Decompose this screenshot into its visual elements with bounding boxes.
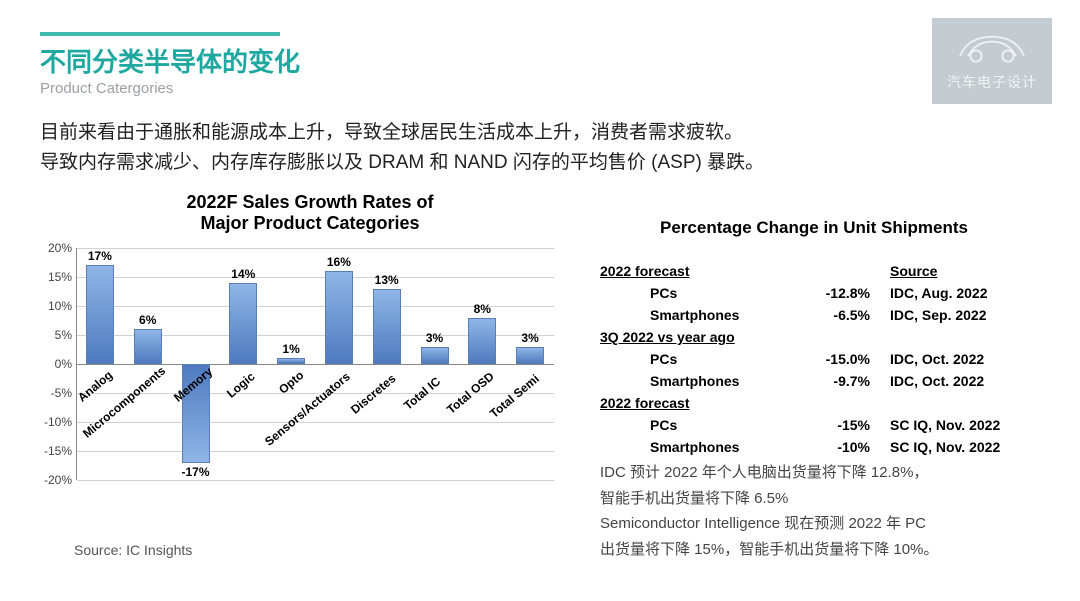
page-title: 不同分类半导体的变化 xyxy=(40,42,300,79)
table-row: Smartphones-10%SC IQ, Nov. 2022 xyxy=(600,436,1050,458)
table-cell-item: Smartphones xyxy=(600,307,790,323)
chart-gridline xyxy=(77,422,554,423)
table-row: PCs-15%SC IQ, Nov. 2022 xyxy=(600,414,1050,436)
table-header-row: 2022 forecast Source xyxy=(600,260,1050,282)
table-cell-value: -15% xyxy=(790,417,870,433)
chart-bar xyxy=(421,347,449,364)
chart-value-label: 13% xyxy=(367,273,407,287)
page-subtitle: Product Catergories xyxy=(40,80,173,97)
chart-plot-area xyxy=(76,248,554,480)
chart-y-tick-label: -15% xyxy=(38,444,72,458)
footnote-text: IDC 预计 2022 年个人电脑出货量将下降 12.8%， 智能手机出货量将下… xyxy=(600,460,1050,562)
brand-logo: 汽车电子设计 xyxy=(932,18,1052,104)
chart-y-tick-label: 15% xyxy=(38,270,72,284)
chart-y-tick-label: 5% xyxy=(38,328,72,342)
intro-text: 目前来看由于通胀和能源成本上升，导致全球居民生活成本上升，消费者需求疲软。 导致… xyxy=(40,118,764,179)
chart-gridline xyxy=(77,248,554,249)
table-cell-item: Smartphones xyxy=(600,373,790,389)
table-cell-item: PCs xyxy=(600,417,790,433)
chart-value-label: 3% xyxy=(415,331,455,345)
chart-bar xyxy=(373,289,401,364)
note-line-2: 智能手机出货量将下降 6.5% xyxy=(600,486,1050,512)
chart-bar xyxy=(325,271,353,364)
chart-value-label: 14% xyxy=(223,267,263,281)
chart-value-label: 3% xyxy=(510,331,550,345)
chart-y-tick-label: -20% xyxy=(38,473,72,487)
chart-gridline xyxy=(77,451,554,452)
chart-gridline xyxy=(77,480,554,481)
title-accent-bar xyxy=(40,32,280,36)
car-logo-icon xyxy=(952,30,1032,66)
chart-source: Source: IC Insights xyxy=(74,542,192,558)
chart-y-tick-label: -5% xyxy=(38,386,72,400)
intro-line-2: 导致内存需求减少、内存库存膨胀以及 DRAM 和 NAND 闪存的平均售价 (A… xyxy=(40,148,764,178)
table-cell-value: -12.8% xyxy=(790,285,870,301)
chart-bar xyxy=(134,329,162,364)
chart-bar xyxy=(229,283,257,364)
chart-gridline xyxy=(77,364,554,365)
brand-logo-text: 汽车电子设计 xyxy=(947,72,1037,92)
chart-title-line1: 2022F Sales Growth Rates of xyxy=(130,192,490,213)
table-title: Percentage Change in Unit Shipments xyxy=(660,218,968,238)
chart-title: 2022F Sales Growth Rates of Major Produc… xyxy=(130,192,490,234)
growth-rate-bar-chart: Source: IC Insights -20%-15%-10%-5%0%5%1… xyxy=(30,248,570,528)
table-group-header: 2022 forecast xyxy=(600,392,1050,414)
table-cell-value: -9.7% xyxy=(790,373,870,389)
chart-value-label: 1% xyxy=(271,342,311,356)
table-row: PCs-12.8%IDC, Aug. 2022 xyxy=(600,282,1050,304)
table-header-sourcecol: Source xyxy=(870,263,1030,279)
table-cell-item: PCs xyxy=(600,351,790,367)
table-header-groupcol: 2022 forecast xyxy=(600,263,790,279)
chart-bar xyxy=(277,358,305,364)
table-cell-value: -6.5% xyxy=(790,307,870,323)
table-group-header: 3Q 2022 vs year ago xyxy=(600,326,1050,348)
chart-value-label: 17% xyxy=(80,249,120,263)
table-cell-value: -15.0% xyxy=(790,351,870,367)
table-cell-value: -10% xyxy=(790,439,870,455)
note-line-1: IDC 预计 2022 年个人电脑出货量将下降 12.8%， xyxy=(600,460,1050,486)
chart-bar xyxy=(86,265,114,364)
shipment-change-table: 2022 forecastSourcePCs-12.8%IDC, Aug. 20… xyxy=(600,260,1050,458)
table-row: Smartphones-9.7%IDC, Oct. 2022 xyxy=(600,370,1050,392)
chart-y-tick-label: 20% xyxy=(38,241,72,255)
table-cell-source: SC IQ, Nov. 2022 xyxy=(870,417,1030,433)
chart-gridline xyxy=(77,277,554,278)
table-cell-item: Smartphones xyxy=(600,439,790,455)
chart-title-line2: Major Product Categories xyxy=(130,213,490,234)
table-cell-source: IDC, Oct. 2022 xyxy=(870,373,1030,389)
intro-line-1: 目前来看由于通胀和能源成本上升，导致全球居民生活成本上升，消费者需求疲软。 xyxy=(40,118,764,148)
chart-value-label: 6% xyxy=(128,313,168,327)
chart-bar xyxy=(516,347,544,364)
table-cell-source: IDC, Oct. 2022 xyxy=(870,351,1030,367)
table-row: PCs-15.0%IDC, Oct. 2022 xyxy=(600,348,1050,370)
chart-value-label: 8% xyxy=(462,302,502,316)
table-cell-source: SC IQ, Nov. 2022 xyxy=(870,439,1030,455)
chart-y-tick-label: 0% xyxy=(38,357,72,371)
table-cell-source: IDC, Sep. 2022 xyxy=(870,307,1030,323)
table-cell-item: PCs xyxy=(600,285,790,301)
table-cell-source: IDC, Aug. 2022 xyxy=(870,285,1030,301)
chart-value-label: -17% xyxy=(176,465,216,479)
note-line-4: 出货量将下降 15%，智能手机出货量将下降 10%。 xyxy=(600,537,1050,563)
note-line-3: Semiconductor Intelligence 现在预测 2022 年 P… xyxy=(600,511,1050,537)
chart-value-label: 16% xyxy=(319,255,359,269)
chart-y-tick-label: 10% xyxy=(38,299,72,313)
chart-bar xyxy=(468,318,496,364)
table-row: Smartphones-6.5%IDC, Sep. 2022 xyxy=(600,304,1050,326)
chart-y-tick-label: -10% xyxy=(38,415,72,429)
